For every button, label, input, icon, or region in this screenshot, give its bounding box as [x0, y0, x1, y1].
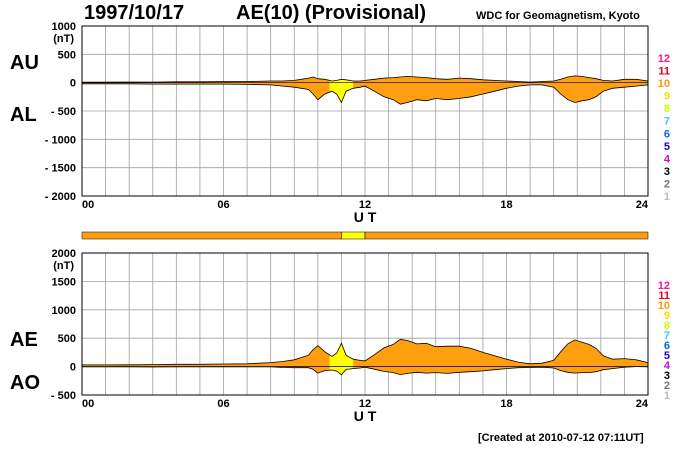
- scale-label: 3: [664, 166, 670, 178]
- y-tick-label: 0: [70, 78, 76, 90]
- y-tick-label: - 1500: [45, 163, 76, 175]
- x-tick-label: 18: [500, 398, 512, 410]
- station-count-bar: [364, 231, 649, 240]
- y-tick-label: - 500: [51, 106, 76, 118]
- y-tick-label: 1000: [52, 305, 76, 317]
- x-tick-label: 00: [82, 398, 94, 410]
- y-tick-label: 2000: [52, 248, 76, 260]
- series-label-ao: AO: [10, 372, 40, 394]
- unit-label: (nT): [53, 260, 74, 272]
- y-tick-label: - 500: [51, 390, 76, 402]
- x-tick-label: 18: [500, 199, 512, 211]
- series-line-ao: [82, 366, 649, 376]
- x-axis-label: U T: [354, 209, 377, 225]
- credit-label: WDC for Geomagnetism, Kyoto: [476, 10, 640, 22]
- chart-title: AE(10) (Provisional): [236, 2, 427, 24]
- created-timestamp: [Created at 2010-07-12 07:11UT]: [478, 432, 644, 444]
- series-line-au: [82, 75, 649, 83]
- station-count-bar: [341, 231, 366, 240]
- scale-label: 5: [664, 141, 670, 153]
- x-tick-label: 06: [217, 398, 229, 410]
- x-tick-label: 12: [359, 199, 371, 211]
- scale-label: 10: [658, 300, 670, 312]
- y-tick-label: - 2000: [45, 191, 76, 203]
- scale-label: 11: [658, 66, 670, 78]
- scale-label: 1: [664, 191, 670, 203]
- series-label-al: AL: [10, 104, 37, 126]
- x-tick-label: 24: [636, 199, 649, 211]
- series-label-au: AU: [10, 52, 39, 74]
- series-line-ae: [82, 338, 649, 366]
- scale-label: 2: [664, 380, 670, 392]
- scale-label: 3: [664, 370, 670, 382]
- unit-label: (nT): [53, 33, 74, 45]
- y-tick-label: 500: [58, 333, 76, 345]
- x-tick-label: 06: [217, 199, 229, 211]
- y-tick-label: 1000: [52, 21, 76, 33]
- station-count-bar: [81, 231, 342, 240]
- y-tick-label: 500: [58, 49, 76, 61]
- x-tick-label: 12: [359, 398, 371, 410]
- scale-label: 4: [664, 153, 671, 165]
- scale-label: 8: [664, 103, 670, 115]
- scale-label: 9: [664, 310, 670, 322]
- scale-label: 2: [664, 178, 670, 190]
- scale-label: 6: [664, 340, 670, 352]
- date-label: 1997/10/17: [84, 2, 185, 24]
- x-axis-label: U T: [354, 408, 377, 424]
- x-tick-label: 00: [82, 199, 94, 211]
- y-tick-label: 0: [70, 362, 76, 374]
- y-tick-label: 1500: [52, 276, 76, 288]
- scale-label: 5: [664, 350, 670, 362]
- scale-label: 11: [658, 290, 670, 302]
- scale-label: 1: [664, 390, 670, 402]
- scale-label: 6: [664, 128, 670, 140]
- panel-auAl: 1000 500 0 - 500 - 1000 - 1500 - 2000 (nT) 00 06 1…: [45, 21, 671, 225]
- series-line-al: [82, 83, 649, 105]
- scale-label: 7: [664, 116, 670, 128]
- plot-frame: [81, 252, 649, 396]
- scale-label: 12: [658, 53, 670, 65]
- area-fill-aeAo: [82, 339, 648, 375]
- scale-label: 12: [658, 280, 670, 292]
- area-fill-highlight: [329, 79, 354, 103]
- x-tick-label: 24: [636, 398, 649, 410]
- scale-label: 4: [664, 360, 671, 372]
- series-label-ae: AE: [10, 329, 38, 351]
- scale-label: 7: [664, 330, 670, 342]
- scale-label: 9: [664, 91, 670, 103]
- scale-label: 10: [658, 78, 670, 90]
- plot-frame: [81, 25, 649, 197]
- y-tick-label: - 1000: [45, 134, 76, 146]
- scale-label: 8: [664, 320, 670, 332]
